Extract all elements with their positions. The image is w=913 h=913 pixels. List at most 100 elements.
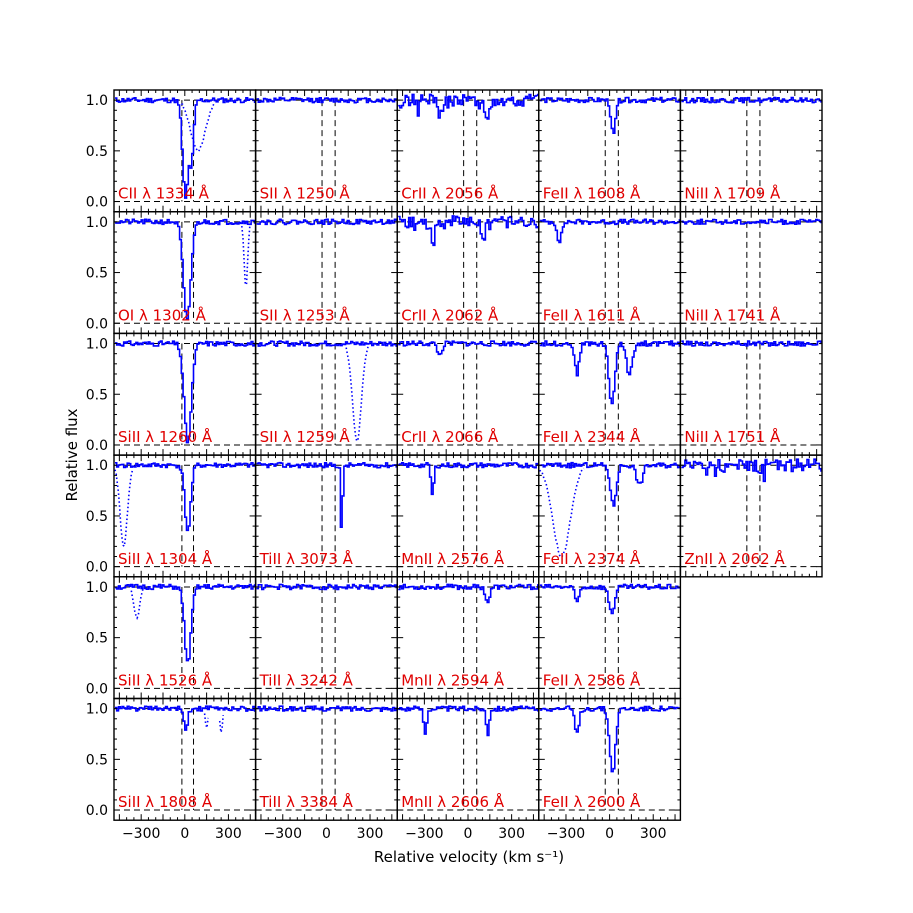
panel-0-0: 0.0 0.5 1.0 CII λ 1334 Å <box>86 89 257 213</box>
panel-1-0: 0.0 0.5 1.0 OI λ 1302 Å <box>86 210 257 335</box>
y-tick-label: 1.0 <box>86 93 108 109</box>
panel-transition-label: CrII λ 2066 Å <box>401 427 499 446</box>
plot-area <box>114 97 256 203</box>
axis-labels-layer: Relative velocity (km s⁻¹) Relative flux <box>63 408 564 866</box>
y-tick-label: 1.0 <box>86 215 108 231</box>
panel-0-1: SII λ 1250 Å <box>254 89 398 213</box>
plot-area <box>397 215 539 324</box>
plot-area <box>397 340 539 446</box>
x-tick-label: 0 <box>464 826 473 842</box>
plot-area <box>680 458 823 568</box>
plot-area <box>114 705 256 811</box>
plot-area <box>397 93 539 203</box>
panel-transition-label: SII λ 1253 Å <box>260 305 351 324</box>
x-tick-label: −300 <box>547 826 585 842</box>
y-tick-label: 0.0 <box>86 681 108 697</box>
blend-spectrum-line <box>203 713 224 733</box>
plot-area <box>538 461 681 568</box>
y-tick-label: 0.5 <box>86 266 108 282</box>
blend-spectrum-line <box>241 224 251 286</box>
panel-2-2: CrII λ 2066 Å <box>396 332 540 456</box>
panel-2-1: SII λ 1259 Å <box>254 332 398 456</box>
plot-area <box>255 461 398 568</box>
y-tick-label: 0.0 <box>86 438 108 454</box>
spectrum-line <box>115 705 256 731</box>
plot-area <box>255 340 398 446</box>
panel-0-2: CrII λ 2056 Å <box>396 89 540 213</box>
x-tick-label: −300 <box>122 826 160 842</box>
panel-transition-label: FeII λ 1611 Å <box>543 305 641 324</box>
spectrum-line <box>681 218 823 225</box>
y-tick-label: 0.0 <box>86 316 108 332</box>
panel-4-1: TiII λ 3242 Å <box>254 576 398 700</box>
panel-1-3: FeII λ 1611 Å <box>538 210 682 335</box>
plot-area <box>255 218 398 324</box>
panel-transition-label: MnII λ 2594 Å <box>401 671 505 690</box>
plot-area <box>680 96 823 203</box>
plot-area <box>680 218 823 324</box>
panel-transition-label: ZnII λ 2062 Å <box>684 549 785 568</box>
spectrum-line <box>539 461 681 507</box>
spectrum-line <box>681 340 823 347</box>
panel-1-4: NiII λ 1741 Å <box>679 210 823 335</box>
spectrum-line <box>539 340 681 405</box>
x-tick-label: 0 <box>180 826 189 842</box>
spectrum-line <box>681 458 823 483</box>
spectrum-line <box>539 218 681 244</box>
panel-transition-label: FeII λ 2600 Å <box>543 792 641 811</box>
spectrum-line <box>115 583 256 662</box>
panel-2-4: NiII λ 1751 Å <box>679 332 823 456</box>
spectrum-line <box>539 705 681 773</box>
panel-3-3: FeII λ 2374 Å <box>538 454 682 578</box>
spectrum-line <box>115 340 256 444</box>
panel-transition-label: FeII λ 2586 Å <box>543 671 641 690</box>
panel-transition-label: MnII λ 2606 Å <box>401 792 505 811</box>
plot-area <box>680 340 823 446</box>
plot-area <box>114 462 256 568</box>
y-tick-label: 1.0 <box>86 580 108 596</box>
x-axis-label: Relative velocity (km s⁻¹) <box>374 848 564 866</box>
x-tick-label: 0 <box>322 826 331 842</box>
y-tick-label: 0.0 <box>86 195 108 211</box>
plot-area <box>538 705 681 811</box>
y-tick-label: 0.5 <box>86 144 108 160</box>
y-tick-label: 0.5 <box>86 509 108 525</box>
panel-0-3: FeII λ 1608 Å <box>538 89 682 213</box>
spectrum-line <box>256 340 398 347</box>
spectrum-line <box>681 96 823 104</box>
panel-3-4: ZnII λ 2062 Å <box>679 454 823 578</box>
panel-transition-label: TiII λ 3073 Å <box>259 549 354 568</box>
plot-area <box>538 583 681 689</box>
panel-transition-label: CrII λ 2062 Å <box>401 305 499 324</box>
panel-5-3: −300 0 300 FeII λ 2600 Å <box>538 697 682 842</box>
panel-1-2: CrII λ 2062 Å <box>396 210 540 335</box>
plot-area <box>114 583 256 689</box>
plot-area <box>114 218 256 324</box>
plot-area <box>397 583 539 689</box>
spectrum-line <box>115 218 256 320</box>
panel-transition-label: MnII λ 2576 Å <box>401 549 505 568</box>
panels-layer: 0.0 0.5 1.0 CII λ 1334 Å SII λ 1250 Å CrII λ … <box>86 89 823 842</box>
blend-spectrum-line <box>539 467 585 559</box>
plot-area <box>538 96 681 203</box>
spectrum-line <box>398 93 539 120</box>
x-tick-label: 300 <box>640 826 667 842</box>
panel-2-3: FeII λ 2344 Å <box>538 332 682 456</box>
spectrum-line <box>256 461 398 528</box>
panel-1-1: SII λ 1253 Å <box>254 210 398 335</box>
y-tick-label: 1.0 <box>86 458 108 474</box>
y-axis-label: Relative flux <box>63 408 81 501</box>
plot-area <box>255 583 398 689</box>
panel-transition-label: TiII λ 3384 Å <box>259 792 354 811</box>
panel-4-0: 0.0 0.5 1.0 SiII λ 1526 Å <box>86 576 257 700</box>
panel-4-3: FeII λ 2586 Å <box>538 576 682 700</box>
panel-transition-label: TiII λ 3242 Å <box>259 671 354 690</box>
plot-area <box>255 96 398 203</box>
spectrum-line <box>398 705 539 737</box>
panel-0-4: NiII λ 1709 Å <box>679 89 823 213</box>
panel-transition-label: SII λ 1250 Å <box>260 184 351 203</box>
y-tick-label: 0.5 <box>86 387 108 403</box>
y-tick-label: 0.5 <box>86 752 108 768</box>
